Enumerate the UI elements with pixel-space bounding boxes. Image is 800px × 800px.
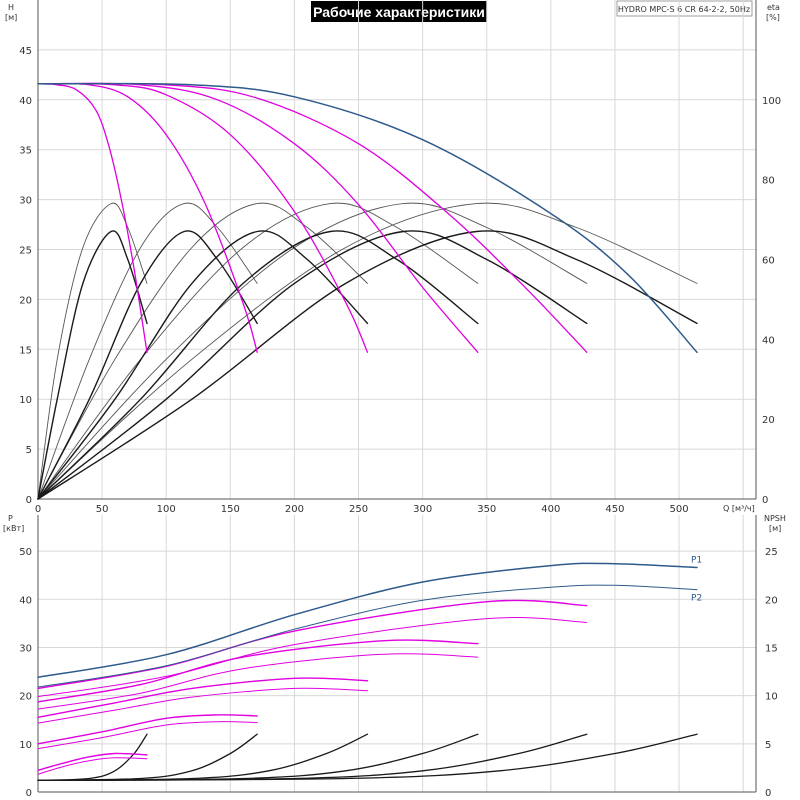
curves-layer <box>37 82 698 782</box>
power-p1-curve <box>37 562 698 679</box>
power-p1-speed-curve <box>37 599 588 690</box>
power-p1-speed-curve <box>37 677 369 718</box>
model-label: HYDRO MPC-S 6 CR 64-2-2, 50Hz <box>618 5 750 14</box>
eta-tick-label: 80 <box>762 176 775 187</box>
power-p2-speed-curve <box>37 687 368 724</box>
head-tick-label: 10 <box>19 395 32 406</box>
efficiency-curve-thin <box>37 202 258 500</box>
power-tick-label: 10 <box>19 740 32 751</box>
head-axis-title: H <box>8 3 14 12</box>
x-tick-label: 100 <box>157 504 176 515</box>
efficiency-curve <box>37 230 369 500</box>
npsh-tick-label: 0 <box>765 788 771 799</box>
power-axis-unit: [кВт] <box>3 524 24 533</box>
efficiency-curve-thin <box>37 202 698 500</box>
npsh-tick-label: 15 <box>765 643 778 654</box>
x-tick-label: 200 <box>285 504 304 515</box>
efficiency-curve-thin <box>37 202 368 500</box>
grid-layer <box>37 0 757 793</box>
eta-tick-label: 60 <box>762 255 775 266</box>
head-speed-curve <box>37 82 479 353</box>
efficiency-curve-thin <box>37 202 148 500</box>
efficiency-curve-thin <box>37 202 479 500</box>
npsh-tick-label: 10 <box>765 692 778 703</box>
power-tick-label: 50 <box>19 547 32 558</box>
p2-curve-label: P2 <box>691 594 702 604</box>
power-tick-label: 30 <box>19 643 32 654</box>
eta-tick-label: 20 <box>762 415 775 426</box>
power-p2-speed-curve <box>37 617 588 698</box>
x-tick-label: 150 <box>221 504 240 515</box>
power-p1-speed-curve <box>37 714 258 745</box>
npsh-curve <box>37 733 698 782</box>
head-tick-label: 0 <box>26 495 32 506</box>
npsh-curve <box>37 733 258 782</box>
head-speed-curve <box>37 82 588 353</box>
head-tick-label: 5 <box>26 445 32 456</box>
power-axis-title: P <box>8 514 13 523</box>
power-p2-speed-curve <box>37 653 479 710</box>
npsh-tick-label: 5 <box>765 740 771 751</box>
efficiency-curve <box>37 230 258 500</box>
x-tick-label: 350 <box>477 504 496 515</box>
head-tick-label: 45 <box>19 46 32 57</box>
power-p2-speed-curve <box>37 757 148 775</box>
power-p2-curve <box>37 584 698 688</box>
power-p1-speed-curve <box>37 639 479 703</box>
eta-tick-label: 40 <box>762 335 775 346</box>
head-speed-curve <box>37 82 258 353</box>
head-axis-unit: [м] <box>5 13 17 22</box>
efficiency-curve <box>37 230 698 500</box>
eta-tick-label: 100 <box>762 96 781 107</box>
x-tick-label: 50 <box>96 504 109 515</box>
head-tick-label: 20 <box>19 295 32 306</box>
x-tick-label: 300 <box>413 504 432 515</box>
x-tick-label: 500 <box>670 504 689 515</box>
x-tick-label: 450 <box>605 504 624 515</box>
model-label-box <box>616 0 753 17</box>
head-max-curve <box>37 82 698 354</box>
eta-tick-label: 0 <box>762 495 768 506</box>
head-tick-label: 40 <box>19 96 32 107</box>
eta-axis-unit: [%] <box>766 13 780 22</box>
head-speed-curve <box>37 83 148 353</box>
chart-title-background <box>311 1 487 22</box>
head-tick-label: 35 <box>19 146 32 157</box>
efficiency-curve <box>37 230 588 500</box>
efficiency-curve <box>37 230 148 500</box>
p1-curve-label: P1 <box>691 556 702 566</box>
power-tick-label: 40 <box>19 595 32 606</box>
npsh-tick-label: 25 <box>765 547 778 558</box>
x-tick-label: 400 <box>541 504 560 515</box>
efficiency-curve-thin <box>37 202 588 500</box>
x-tick-label: 250 <box>349 504 368 515</box>
flow-axis-title: Q [м³/ч] <box>723 504 755 513</box>
npsh-axis-unit: [м] <box>769 524 781 533</box>
npsh-tick-label: 20 <box>765 595 778 606</box>
eta-axis-title: eta <box>767 3 780 12</box>
head-tick-label: 25 <box>19 246 32 257</box>
tick-labels-layer: 0 50 100 150 200 250 300 350 400 450 5000510152025… <box>19 46 781 799</box>
npsh-curve <box>37 733 479 782</box>
power-tick-label: 20 <box>19 692 32 703</box>
power-p2-speed-curve <box>37 721 258 750</box>
power-p1-speed-curve <box>37 752 148 771</box>
chart-title: Рабочие характеристики <box>313 4 485 20</box>
power-tick-label: 0 <box>26 788 32 799</box>
head-speed-curve <box>37 83 369 353</box>
head-tick-label: 30 <box>19 196 32 207</box>
npsh-axis-title: NPSH <box>764 514 786 523</box>
x-tick-label: 0 <box>35 504 41 515</box>
head-tick-label: 15 <box>19 345 32 356</box>
